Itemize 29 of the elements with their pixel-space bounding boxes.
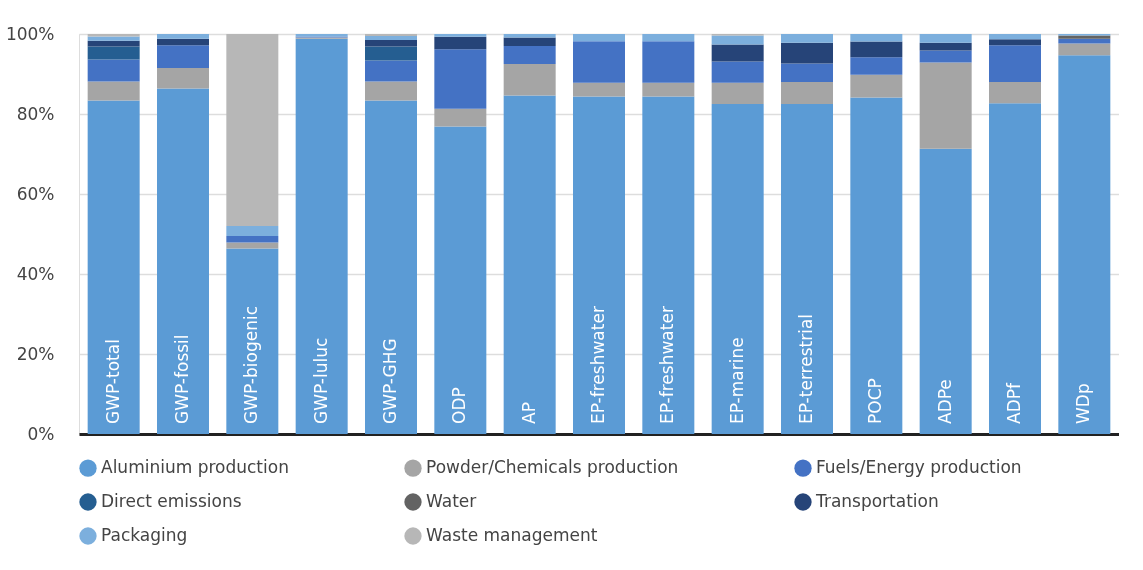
- x-tick-label: ADPe: [934, 379, 955, 424]
- x-tick-label: GWP-GHG: [380, 338, 400, 424]
- legend-label: Water: [426, 491, 477, 511]
- x-tick-label: EP-freshwater: [657, 306, 678, 424]
- x-tick-label: ADPf: [1004, 382, 1024, 424]
- x-tick-label: EP-terrestrial: [796, 313, 816, 424]
- legend-label: Packaging: [101, 525, 188, 545]
- y-tick-label: 60%: [16, 183, 55, 204]
- legend-label: Powder/Chemicals production: [426, 457, 679, 478]
- y-tick-label: 100%: [5, 23, 55, 44]
- legend-label: Direct emissions: [101, 491, 242, 511]
- x-tick-label: GWP-biogenic: [241, 305, 262, 424]
- x-tick-label: AP: [518, 402, 539, 424]
- legend-label: Aluminium production: [101, 457, 289, 478]
- x-tick-label: EP-marine: [726, 337, 747, 424]
- y-tick-label: 0%: [27, 423, 55, 444]
- x-tick-label: EP-freshwater: [588, 306, 608, 424]
- x-tick-label: WDp: [1073, 383, 1094, 424]
- x-tick-label: ODP: [449, 387, 470, 424]
- x-tick-label: GWP-total: [102, 339, 123, 424]
- x-tick-label: POCP: [865, 378, 886, 424]
- y-tick-label: 80%: [16, 103, 55, 124]
- y-tick-label: 20%: [16, 343, 55, 364]
- legend-label: Fuels/Energy production: [816, 457, 1022, 478]
- legend-label: Waste management: [426, 525, 598, 545]
- y-tick-label: 40%: [16, 263, 55, 284]
- x-tick-label: GWP-fossil: [172, 334, 192, 424]
- x-tick-label: GWP-luluc: [310, 337, 331, 424]
- legend-label: Transportation: [815, 491, 939, 511]
